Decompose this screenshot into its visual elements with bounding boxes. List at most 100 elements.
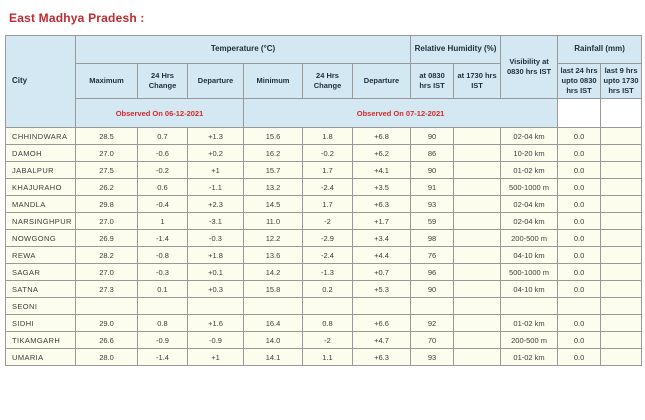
city-cell: DAMOH bbox=[5, 144, 76, 162]
min-departure-cell bbox=[351, 297, 412, 315]
rainfall-last-9hrs-cell bbox=[600, 246, 643, 264]
min-temp-cell: 14.5 bbox=[243, 195, 303, 213]
min-temp-cell: 15.8 bbox=[243, 280, 303, 298]
table-row: SATNA 27.3 0.1 +0.3 15.8 0.2 +5.3 90 04-… bbox=[5, 280, 643, 298]
max-temp-cell: 26.9 bbox=[75, 229, 138, 247]
max-temp-cell: 27.0 bbox=[75, 212, 138, 230]
rainfall-last-9hrs-cell bbox=[600, 229, 643, 247]
table-header: City Temperature (°C) Relative Humidity … bbox=[5, 35, 643, 128]
min-temp-cell: 12.2 bbox=[243, 229, 303, 247]
city-cell: JABALPUR bbox=[5, 161, 76, 179]
visibility-cell: 200-500 m bbox=[500, 331, 559, 349]
header-observed-row: Observed On 06-12-2021 Observed On 07-12… bbox=[6, 98, 643, 128]
max-temp-cell: 27.0 bbox=[75, 263, 138, 281]
min-temp-cell: 13.6 bbox=[243, 246, 303, 264]
table-row: SAGAR 27.0 -0.3 +0.1 14.2 -1.3 +0.7 96 5… bbox=[5, 263, 643, 281]
header-humidity-1730: at 1730 hrs IST bbox=[453, 63, 502, 99]
humidity-1730-cell bbox=[453, 178, 502, 196]
max-temp-cell: 27.5 bbox=[75, 161, 138, 179]
rainfall-last-24hrs-cell: 0.0 bbox=[557, 263, 602, 281]
min-24hrs-change-cell: -2.9 bbox=[302, 229, 353, 247]
max-departure-cell: -1.1 bbox=[187, 178, 244, 196]
min-departure-cell: +0.7 bbox=[351, 263, 412, 281]
header-city: City bbox=[5, 35, 76, 128]
table-row: KHAJURAHO 26.2 0.6 -1.1 13.2 -2.4 +3.5 9… bbox=[5, 178, 643, 196]
humidity-1730-cell bbox=[453, 297, 502, 315]
observed-date-min: Observed On 07-12-2021 bbox=[242, 98, 559, 128]
city-cell: SATNA bbox=[5, 280, 76, 298]
header-rainfall-last-9hrs: last 9 hrs upto 1730 hrs IST bbox=[600, 63, 643, 99]
min-departure-cell: +3.5 bbox=[351, 178, 412, 196]
header-humidity-0830: at 0830 hrs IST bbox=[410, 63, 455, 99]
max-departure-cell: +2.3 bbox=[187, 195, 244, 213]
min-24hrs-change-cell: 1.7 bbox=[302, 195, 353, 213]
rainfall-last-24hrs-cell bbox=[557, 297, 602, 315]
rainfall-last-9hrs-cell bbox=[600, 314, 643, 332]
min-24hrs-change-cell: -2 bbox=[302, 331, 353, 349]
rainfall-last-9hrs-cell bbox=[600, 127, 643, 145]
min-departure-cell: +6.3 bbox=[351, 348, 412, 366]
humidity-0830-cell: 76 bbox=[410, 246, 455, 264]
city-cell: CHHINDWARA bbox=[5, 127, 76, 145]
header-min-24hrs-change: 24 Hrs Change bbox=[302, 63, 353, 99]
table-row: NOWGONG 26.9 -1.4 -0.3 12.2 -2.9 +3.4 98… bbox=[5, 229, 643, 247]
min-24hrs-change-cell: 1.7 bbox=[302, 161, 353, 179]
humidity-0830-cell: 70 bbox=[410, 331, 455, 349]
humidity-1730-cell bbox=[453, 195, 502, 213]
page-title: East Madhya Pradesh : bbox=[9, 11, 145, 25]
min-departure-cell: +6.3 bbox=[351, 195, 412, 213]
humidity-0830-cell: 91 bbox=[410, 178, 455, 196]
max-departure-cell: -0.9 bbox=[187, 331, 244, 349]
rainfall-last-24hrs-cell: 0.0 bbox=[557, 331, 602, 349]
max-departure-cell: -0.3 bbox=[187, 229, 244, 247]
visibility-cell: 04-10 km bbox=[500, 246, 559, 264]
max-temp-cell: 29.0 bbox=[75, 314, 138, 332]
humidity-0830-cell: 92 bbox=[410, 314, 455, 332]
rainfall-last-9hrs-cell bbox=[600, 144, 643, 162]
max-temp-cell: 29.8 bbox=[75, 195, 138, 213]
header-visibility: Visibility at 0830 hrs IST bbox=[500, 35, 559, 99]
table-row: TIKAMGARH 26.6 -0.9 -0.9 14.0 -2 +4.7 70… bbox=[5, 331, 643, 349]
city-cell: KHAJURAHO bbox=[5, 178, 76, 196]
header-max-24hrs-change: 24 Hrs Change bbox=[137, 63, 188, 99]
humidity-0830-cell: 86 bbox=[410, 144, 455, 162]
min-temp-cell: 13.2 bbox=[243, 178, 303, 196]
city-cell: REWA bbox=[5, 246, 76, 264]
min-24hrs-change-cell bbox=[302, 297, 353, 315]
max-departure-cell: +1.3 bbox=[187, 127, 244, 145]
humidity-1730-cell bbox=[453, 229, 502, 247]
humidity-1730-cell bbox=[453, 127, 502, 145]
min-temp-cell: 14.0 bbox=[243, 331, 303, 349]
max-departure-cell: +0.3 bbox=[187, 280, 244, 298]
rainfall-last-24hrs-cell: 0.0 bbox=[557, 246, 602, 264]
header-minimum: Minimum bbox=[243, 63, 303, 99]
header-rainfall-group: Rainfall (mm) bbox=[557, 35, 643, 64]
header-maximum: Maximum bbox=[75, 63, 138, 99]
humidity-1730-cell bbox=[453, 280, 502, 298]
min-departure-cell: +6.6 bbox=[351, 314, 412, 332]
min-24hrs-change-cell: -0.2 bbox=[302, 144, 353, 162]
weather-table: City Temperature (°C) Relative Humidity … bbox=[5, 35, 643, 366]
max-24hrs-change-cell: -0.4 bbox=[137, 195, 188, 213]
blank-header-cell bbox=[557, 98, 602, 128]
max-temp-cell: 28.2 bbox=[75, 246, 138, 264]
max-temp-cell: 26.6 bbox=[75, 331, 138, 349]
min-departure-cell: +6.2 bbox=[351, 144, 412, 162]
blank-header-cell bbox=[600, 98, 643, 128]
header-rainfall-last-24hrs: last 24 hrs upto 0830 hrs IST bbox=[557, 63, 602, 99]
min-temp-cell: 15.6 bbox=[243, 127, 303, 145]
city-cell: UMARIA bbox=[5, 348, 76, 366]
max-24hrs-change-cell: 0.1 bbox=[137, 280, 188, 298]
rainfall-last-9hrs-cell bbox=[600, 348, 643, 366]
visibility-cell: 04-10 km bbox=[500, 280, 559, 298]
rainfall-last-24hrs-cell: 0.0 bbox=[557, 178, 602, 196]
humidity-0830-cell: 90 bbox=[410, 161, 455, 179]
humidity-1730-cell bbox=[453, 331, 502, 349]
table-row: SEONI bbox=[5, 297, 643, 315]
city-cell: NOWGONG bbox=[5, 229, 76, 247]
min-departure-cell: +1.7 bbox=[351, 212, 412, 230]
rainfall-last-24hrs-cell: 0.0 bbox=[557, 127, 602, 145]
max-temp-cell bbox=[75, 297, 138, 315]
min-24hrs-change-cell: 0.2 bbox=[302, 280, 353, 298]
